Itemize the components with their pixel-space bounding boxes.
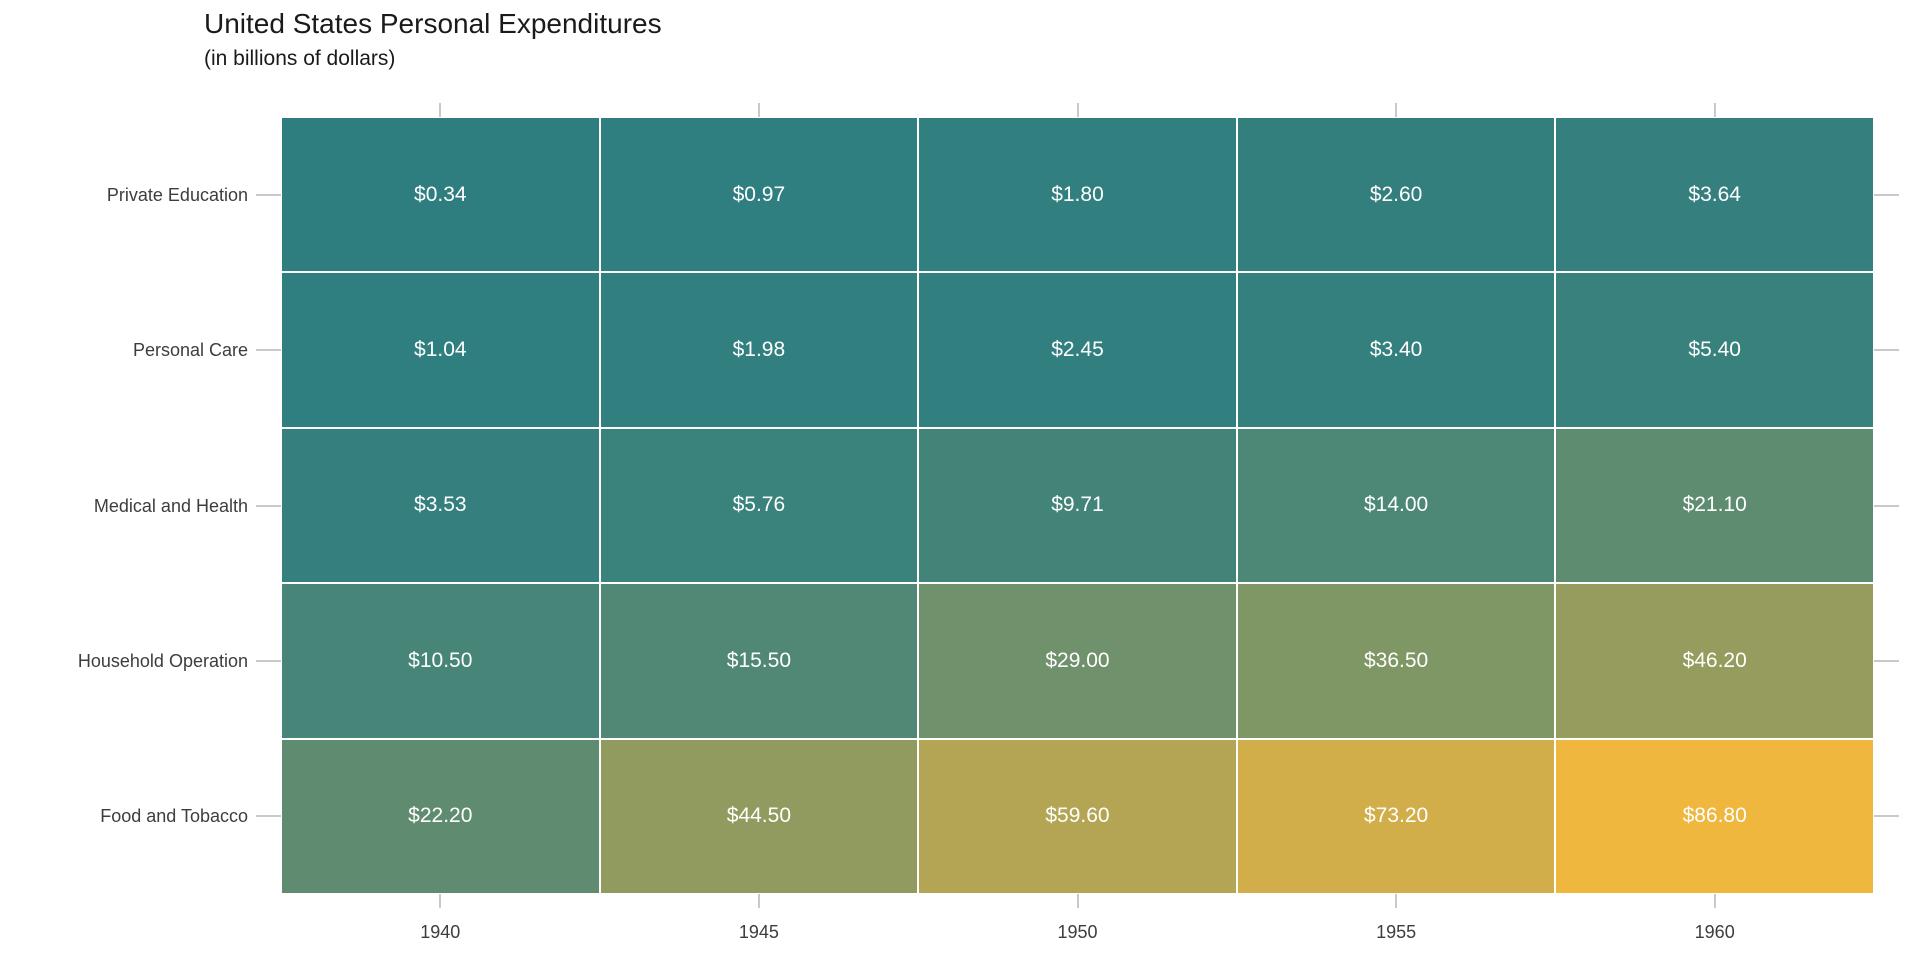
x-axis-tick-top xyxy=(1076,103,1079,117)
x-axis-tick-bottom xyxy=(1076,894,1079,908)
y-axis-tick-left xyxy=(256,504,281,507)
x-axis-label: 1960 xyxy=(1694,922,1735,942)
x-axis-tick-top xyxy=(439,103,442,117)
cell-value-label: $86.80 xyxy=(1682,804,1747,828)
cell-value-label: $1.04 xyxy=(414,338,467,362)
cell-value-label: $73.20 xyxy=(1363,804,1429,828)
cell-value-label: $59.60 xyxy=(1045,804,1110,828)
heatmap-cell: $1.04 xyxy=(282,273,599,427)
heatmap-cell: $5.40 xyxy=(1556,273,1873,427)
heatmap-cell: $2.60 xyxy=(1237,118,1555,272)
cell-value-label: $46.20 xyxy=(1682,648,1747,672)
y-axis-label: Private Education xyxy=(106,184,248,205)
heatmap-cell: $2.45 xyxy=(919,273,1236,427)
cell-value-label: $2.45 xyxy=(1051,338,1104,362)
heatmap-cell: $9.71 xyxy=(919,428,1236,583)
heatmap-cell: $29.00 xyxy=(919,584,1236,738)
cell-value-label: $14.00 xyxy=(1363,493,1429,517)
cell-value-label: $44.50 xyxy=(726,804,791,828)
x-axis-tick-top xyxy=(757,103,760,117)
cell-value-label: $2.60 xyxy=(1369,182,1423,206)
x-axis-tick-bottom xyxy=(1713,894,1716,908)
cell-value-label: $5.40 xyxy=(1688,338,1741,362)
heatmap-cell: $46.20 xyxy=(1556,584,1873,738)
heatmap-cell: $0.34 xyxy=(282,118,599,272)
heatmap-cell: $59.60 xyxy=(919,739,1236,893)
y-axis-tick-right xyxy=(1874,815,1899,818)
cell-value-label: $0.97 xyxy=(732,182,786,206)
heatmap-cell: $22.20 xyxy=(282,739,599,893)
heatmap-cell: $5.76 xyxy=(600,428,918,583)
y-axis-label: Food and Tobacco xyxy=(100,806,248,827)
heatmap-cell: $1.98 xyxy=(600,273,918,427)
cell-value-label: $29.00 xyxy=(1045,648,1110,672)
y-axis-tick-right xyxy=(1874,504,1899,507)
heatmap-cell: $21.10 xyxy=(1556,428,1873,583)
heatmap-cell: $73.20 xyxy=(1237,739,1555,893)
cell-value-label: $15.50 xyxy=(726,648,791,672)
x-axis-tick-bottom xyxy=(1395,894,1398,908)
cell-value-label: $3.64 xyxy=(1688,182,1741,206)
x-axis-label: 1950 xyxy=(1057,922,1098,942)
x-axis-label: 1955 xyxy=(1376,922,1417,942)
y-axis-label: Personal Care xyxy=(132,340,248,361)
y-axis-label: Household Operation xyxy=(77,650,248,671)
cell-value-label: $1.98 xyxy=(732,338,786,362)
x-axis-tick-top xyxy=(1395,103,1398,117)
cell-value-label: $21.10 xyxy=(1682,493,1747,517)
cell-value-label: $0.34 xyxy=(414,182,467,206)
y-axis-tick-right xyxy=(1874,349,1899,352)
heatmap-cell: $0.97 xyxy=(600,118,918,272)
heatmap-cell: $3.40 xyxy=(1237,273,1555,427)
cell-value-label: $10.50 xyxy=(408,648,473,672)
cell-value-label: $3.53 xyxy=(414,493,467,517)
y-axis-tick-right xyxy=(1874,659,1899,662)
y-axis-tick-left xyxy=(256,349,281,352)
heatmap-cell: $14.00 xyxy=(1237,428,1555,583)
cell-value-label: $1.80 xyxy=(1051,182,1104,206)
x-axis-label: 1945 xyxy=(738,922,779,942)
cell-value-label: $9.71 xyxy=(1051,493,1104,517)
heatmap-cell: $36.50 xyxy=(1237,584,1555,738)
y-axis-tick-right xyxy=(1874,193,1899,196)
heatmap-cell: $10.50 xyxy=(282,584,599,738)
x-axis-tick-bottom xyxy=(439,894,442,908)
heatmap-cell: $15.50 xyxy=(600,584,918,738)
heatmap-cell: $44.50 xyxy=(600,739,918,893)
heatmap-cell: $3.53 xyxy=(282,428,599,583)
cell-value-label: $3.40 xyxy=(1369,338,1423,362)
y-axis-tick-left xyxy=(256,193,281,196)
chart-title: United States Personal Expenditures xyxy=(204,8,662,39)
x-axis-tick-top xyxy=(1713,103,1716,117)
cell-value-label: $36.50 xyxy=(1363,648,1429,672)
y-axis-tick-left xyxy=(256,815,281,818)
y-axis-tick-left xyxy=(256,659,281,662)
cell-value-label: $22.20 xyxy=(408,804,473,828)
x-axis-tick-bottom xyxy=(757,894,760,908)
heatmap-cell: $3.64 xyxy=(1556,118,1873,272)
chart-subtitle: (in billions of dollars) xyxy=(204,47,396,70)
y-axis-label: Medical and Health xyxy=(93,495,248,516)
heatmap-cell: $86.80 xyxy=(1556,739,1873,893)
cell-value-label: $5.76 xyxy=(732,493,786,517)
heatmap-cell: $1.80 xyxy=(919,118,1236,272)
x-axis-label: 1940 xyxy=(420,922,461,942)
